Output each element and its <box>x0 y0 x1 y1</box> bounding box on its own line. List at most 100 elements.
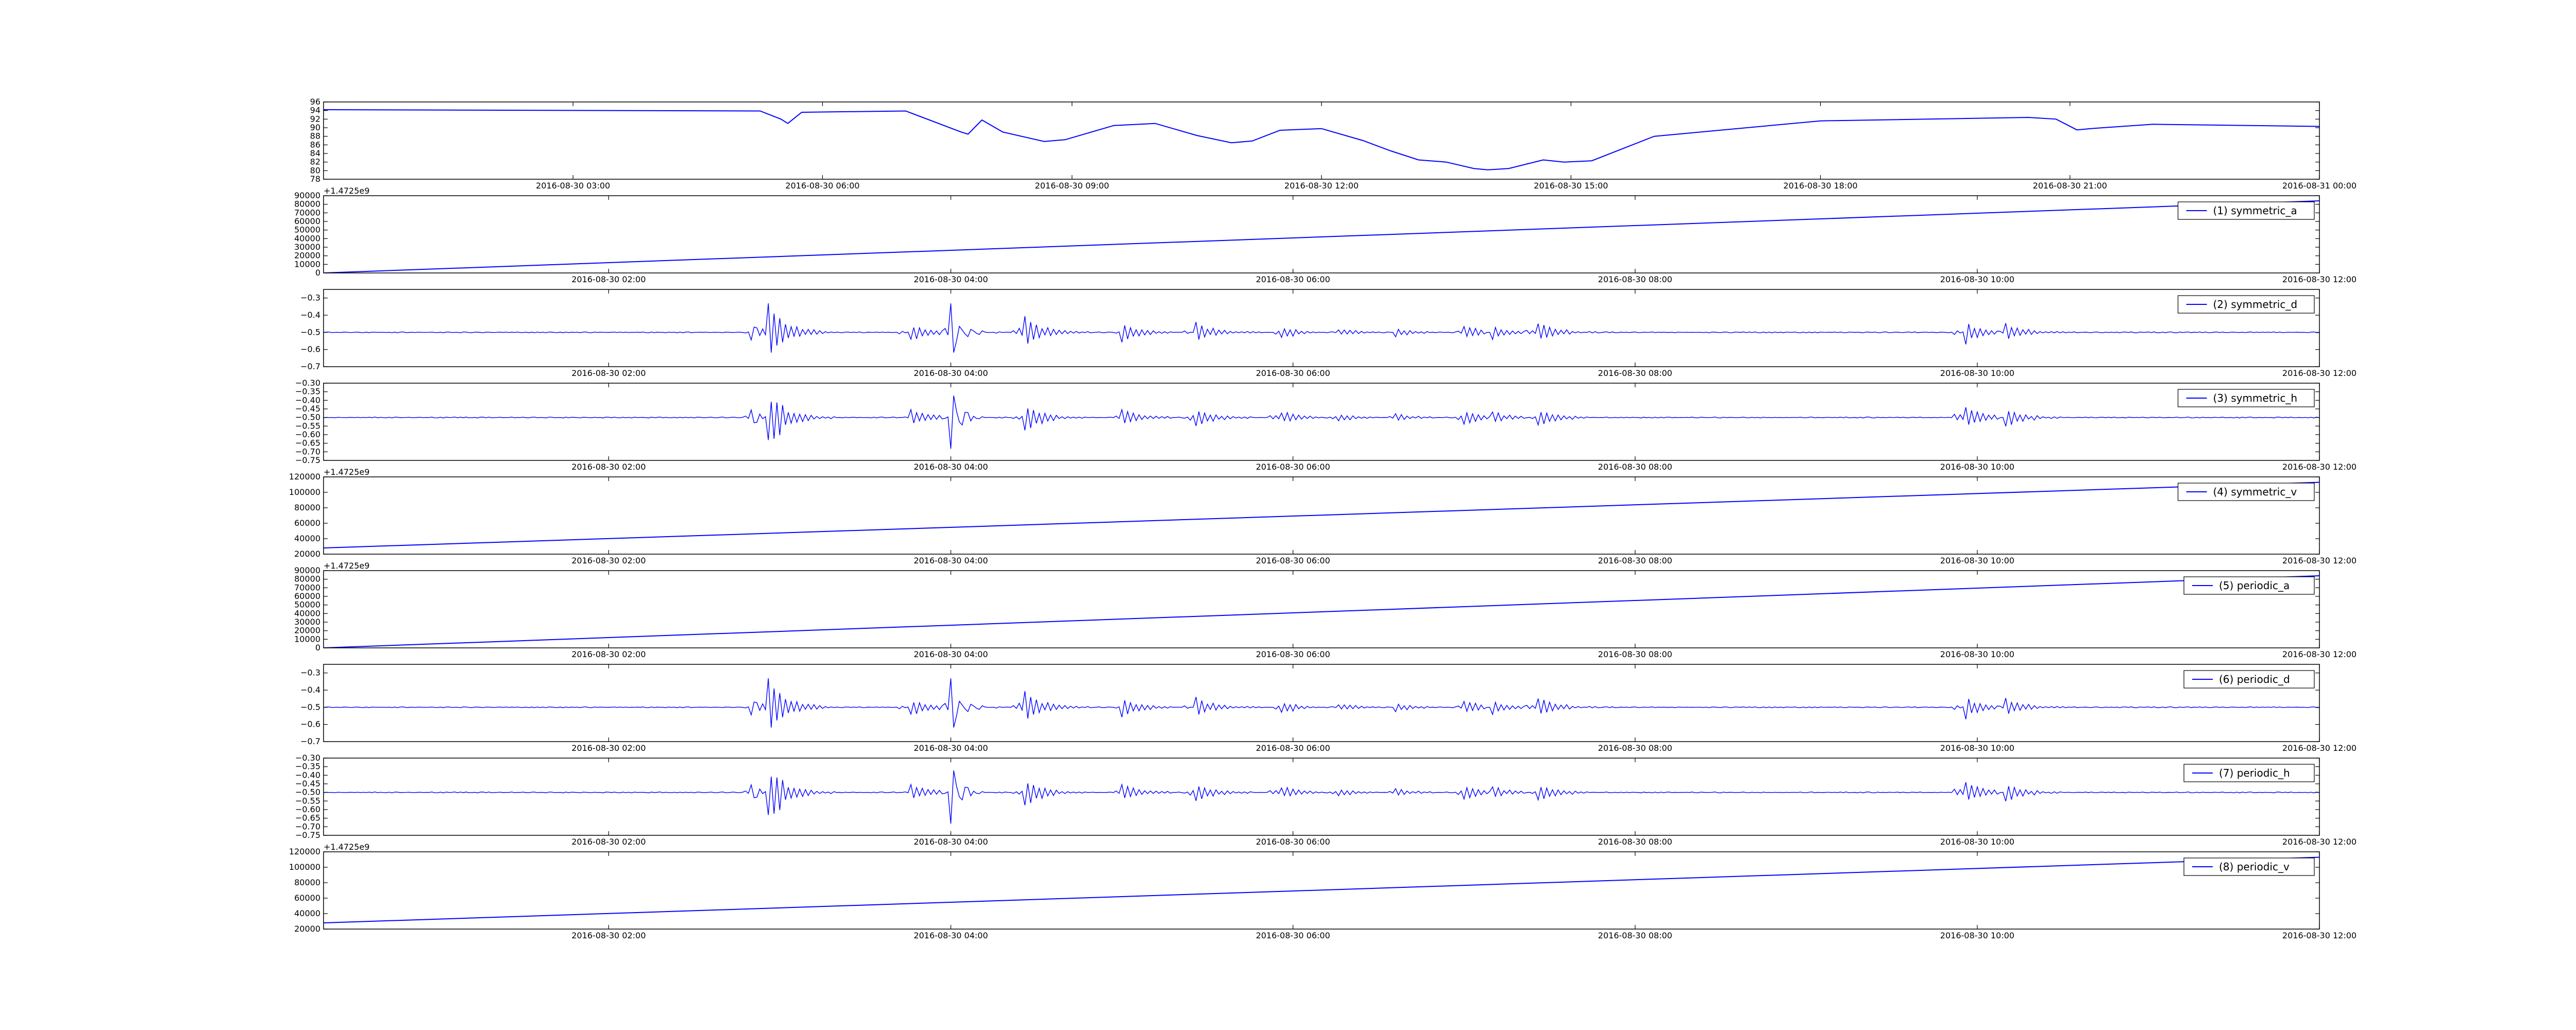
y-tick-label: 100000 <box>289 862 320 872</box>
y-tick-label: −0.30 <box>295 378 320 388</box>
subplot-6: 0100002000030000400005000060000700008000… <box>294 561 2357 659</box>
x-tick-label: 2016-08-30 21:00 <box>2033 181 2107 191</box>
y-tick-label: −0.30 <box>295 753 320 763</box>
x-tick-label: 2016-08-30 03:00 <box>536 181 610 191</box>
series-group <box>324 482 2319 548</box>
legend-label: (6) periodic_d <box>2219 673 2290 685</box>
y-tick-label: −0.50 <box>295 787 320 797</box>
legend-label: (4) symmetric_v <box>2213 486 2297 498</box>
axes-frame <box>323 570 2320 648</box>
y-tick-label: 80000 <box>294 878 320 887</box>
y-tick-label: 80000 <box>294 199 320 209</box>
y-tick-label: 90 <box>310 123 320 132</box>
y-tick-label: −0.70 <box>295 447 320 456</box>
x-tick-label: 2016-08-30 08:00 <box>1598 931 1672 940</box>
x-tick-label: 2016-08-30 06:00 <box>1256 462 1330 472</box>
y-tick-label: 90000 <box>294 191 320 200</box>
series-group <box>324 856 2319 923</box>
y-tick-label: 80000 <box>294 503 320 512</box>
y-tick-label: 20000 <box>294 251 320 261</box>
axes-frame <box>323 289 2320 367</box>
y-tick-label: 50000 <box>294 600 320 610</box>
y-tick-label: 60000 <box>294 518 320 528</box>
legend-label: (7) periodic_h <box>2219 767 2290 779</box>
y-tick-label: 0 <box>315 268 320 278</box>
x-tick-label: 2016-08-30 04:00 <box>913 556 988 565</box>
y-tick-label: 96 <box>310 97 320 107</box>
x-tick-label: 2016-08-30 02:00 <box>571 649 646 659</box>
y-tick-label: −0.45 <box>295 779 320 788</box>
x-tick-label: 2016-08-30 06:00 <box>1256 837 1330 847</box>
x-tick-label: 2016-08-30 12:00 <box>2282 462 2357 472</box>
legend: (5) periodic_a <box>2183 576 2315 595</box>
y-tick-label: −0.65 <box>295 813 320 823</box>
x-tick-label: 2016-08-30 04:00 <box>913 931 988 940</box>
legend: (3) symmetric_h <box>2177 389 2315 407</box>
axes-frame <box>323 195 2320 273</box>
y-tick-label: 60000 <box>294 893 320 903</box>
y-tick-label: 20000 <box>294 924 320 934</box>
y-offset-label: +1.4725e9 <box>324 842 369 852</box>
x-tick-label: 2016-08-30 06:00 <box>1256 743 1330 753</box>
series-group <box>324 303 2319 353</box>
x-tick-label: 2016-08-30 02:00 <box>571 931 646 940</box>
y-tick-label: 20000 <box>294 626 320 636</box>
x-tick-label: 2016-08-30 04:00 <box>913 837 988 847</box>
y-tick-label: 82 <box>310 157 320 167</box>
series-group <box>324 678 2319 728</box>
legend-label: (1) symmetric_a <box>2213 204 2297 217</box>
y-tick-label: −0.40 <box>295 395 320 405</box>
legend: (1) symmetric_a <box>2177 201 2315 220</box>
legend-label: (8) periodic_v <box>2219 861 2290 873</box>
y-tick-label: 100000 <box>289 487 320 497</box>
y-tick-label: −0.55 <box>295 421 320 431</box>
x-tick-label: 2016-08-30 06:00 <box>1256 368 1330 378</box>
series-group <box>324 575 2319 648</box>
y-tick-label: −0.75 <box>295 455 320 465</box>
legend-label: (3) symmetric_h <box>2213 392 2298 404</box>
y-tick-label: −0.55 <box>295 796 320 805</box>
y-tick-label: 30000 <box>294 242 320 252</box>
series-line <box>324 678 2319 728</box>
series-line <box>324 109 2319 170</box>
y-tick-label: 20000 <box>294 549 320 559</box>
x-tick-label: 2016-08-30 10:00 <box>1940 274 2014 284</box>
y-offset-label: +1.4725e9 <box>324 467 369 477</box>
x-tick-label: 2016-08-30 10:00 <box>1940 556 2014 565</box>
subplot-9: 20000 40000 60000 80000 100000 120000 2016-08-… <box>289 842 2357 940</box>
y-tick-label: −0.4 <box>300 310 320 320</box>
legend: (6) periodic_d <box>2183 670 2315 689</box>
series-line <box>324 856 2319 923</box>
x-tick-label: 2016-08-30 02:00 <box>571 743 646 753</box>
x-tick-label: 2016-08-30 08:00 <box>1598 837 1672 847</box>
y-tick-label: −0.65 <box>295 438 320 448</box>
y-tick-label: 120000 <box>289 472 320 482</box>
subplot-4: −0.75−0.70−0.65−0.60−0.55−0.50−0.45−0.40… <box>295 378 2357 472</box>
x-tick-label: 2016-08-30 12:00 <box>2282 556 2357 565</box>
x-tick-label: 2016-08-30 08:00 <box>1598 743 1672 753</box>
subplot-3: −0.7 −0.6 −0.5 −0.4 −0.3 2016-08-30 02:00 2016… <box>300 289 2357 378</box>
x-tick-label: 2016-08-30 02:00 <box>571 837 646 847</box>
y-tick-label: 40000 <box>294 233 320 243</box>
subplot-8: −0.75−0.70−0.65−0.60−0.55−0.50−0.45−0.40… <box>295 753 2357 847</box>
y-tick-label: 92 <box>310 114 320 124</box>
y-tick-label: 80000 <box>294 574 320 584</box>
y-tick-label: 40000 <box>294 908 320 918</box>
y-tick-label: −0.60 <box>295 804 320 814</box>
y-offset-label: +1.4725e9 <box>324 186 369 196</box>
x-tick-label: 2016-08-30 10:00 <box>1940 462 2014 472</box>
x-tick-label: 2016-08-30 10:00 <box>1940 368 2014 378</box>
x-tick-label: 2016-08-30 02:00 <box>571 274 646 284</box>
subplot-2: 0100002000030000400005000060000700008000… <box>294 186 2357 284</box>
y-tick-label: −0.70 <box>295 821 320 831</box>
y-tick-label: 50000 <box>294 225 320 235</box>
series-line <box>324 575 2319 648</box>
y-offset-label: +1.4725e9 <box>324 561 369 571</box>
y-tick-label: 60000 <box>294 591 320 601</box>
subplot-7: −0.7 −0.6 −0.5 −0.4 −0.3 2016-08-30 02:00 2016… <box>300 664 2357 753</box>
axes-frame <box>323 664 2320 742</box>
x-tick-label: 2016-08-30 12:00 <box>2282 368 2357 378</box>
x-tick-label: 2016-08-30 08:00 <box>1598 462 1672 472</box>
